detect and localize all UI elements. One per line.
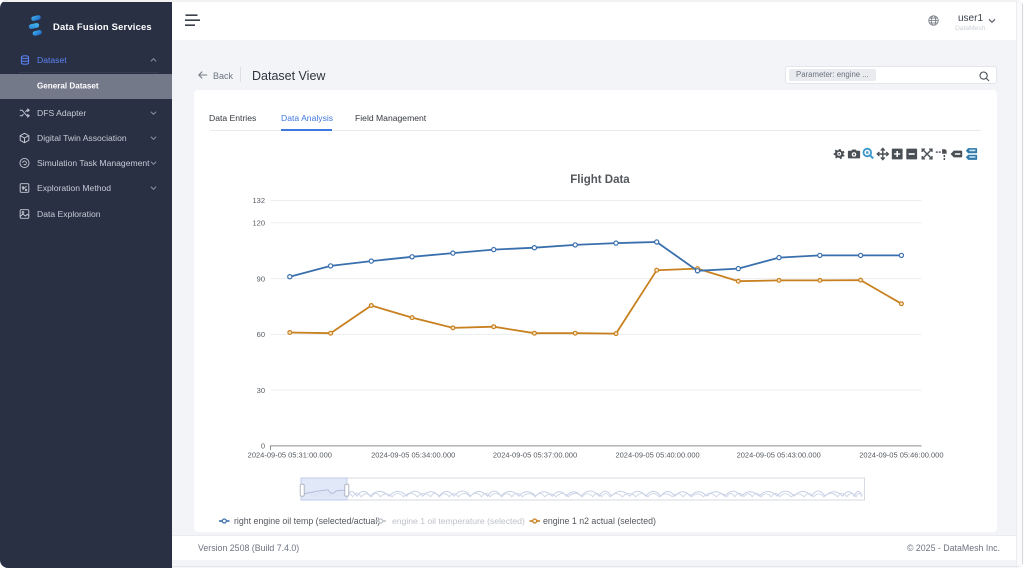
svg-text:90: 90 [257,274,265,283]
svg-text:30: 30 [257,386,265,395]
svg-text:60: 60 [257,330,265,339]
svg-text:right engine oil temp (selecte: right engine oil temp (selected/actual) [234,516,380,526]
svg-text:120: 120 [252,219,265,228]
svg-text:2024-09-05 05:46:00.000: 2024-09-05 05:46:00.000 [859,451,943,460]
svg-text:2024-09-05 05:37:00.000: 2024-09-05 05:37:00.000 [493,451,577,460]
svg-text:2024-09-05 05:40:00.000: 2024-09-05 05:40:00.000 [615,451,699,460]
svg-text:Flight Data: Flight Data [570,174,630,186]
svg-text:132: 132 [252,196,265,205]
svg-text:engine 1 n2 actual (selected): engine 1 n2 actual (selected) [543,516,656,526]
svg-text:2024-09-05 05:43:00.000: 2024-09-05 05:43:00.000 [737,451,821,460]
svg-text:0: 0 [261,442,265,451]
svg-text:2024-09-05 05:31:00.000: 2024-09-05 05:31:00.000 [248,451,332,460]
svg-text:2024-09-05 05:34:00.000: 2024-09-05 05:34:00.000 [371,451,455,460]
svg-text:engine 1 oil temperature (sele: engine 1 oil temperature (selected) [392,516,525,526]
